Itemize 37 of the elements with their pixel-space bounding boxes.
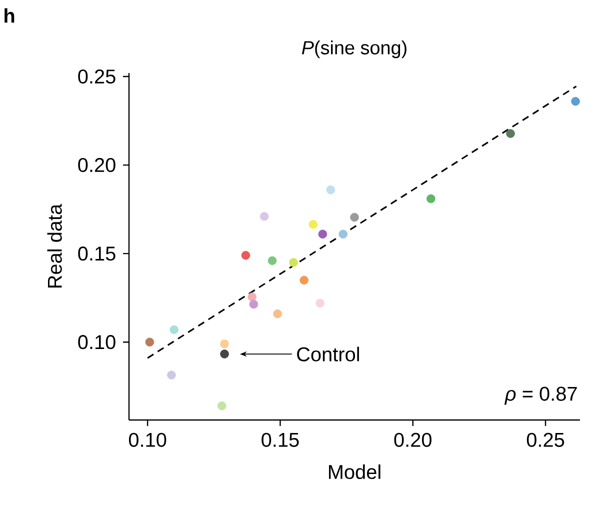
point [220, 339, 229, 348]
chart-title: P(sine song) [302, 40, 406, 58]
point [260, 212, 269, 221]
point [338, 230, 348, 239]
point [170, 325, 178, 334]
point [426, 194, 436, 204]
x-axis-title: Model [329, 464, 380, 480]
point [316, 298, 324, 308]
point [145, 338, 154, 346]
point [318, 230, 328, 239]
point [241, 250, 250, 260]
point [167, 370, 176, 380]
point [289, 258, 298, 267]
annotation: ρ = 0.87 [504, 386, 577, 405]
x-tick-label: 0.25 [526, 432, 564, 447]
point [268, 256, 277, 266]
point [217, 401, 226, 410]
point [350, 212, 359, 222]
point [248, 292, 256, 302]
y-tick-label: 0.25 [78, 69, 116, 84]
x-tick-label: 0.10 [128, 432, 166, 447]
point [571, 96, 580, 106]
text: h [4, 8, 14, 23]
point [249, 300, 258, 309]
point [308, 220, 318, 229]
y-tick-label: 0.20 [78, 158, 116, 172]
point [300, 276, 308, 285]
point [273, 309, 282, 318]
point [326, 185, 336, 194]
x-tick-label: 0.20 [394, 432, 432, 447]
x-tick-label: 0.15 [262, 432, 299, 447]
point [506, 129, 515, 138]
point [220, 350, 229, 358]
annotation: Control [297, 346, 359, 362]
y-axis-title: Real data [47, 204, 62, 288]
y-tick-label: 0.15 [78, 246, 116, 261]
y-tick-label: 0.10 [78, 335, 116, 350]
